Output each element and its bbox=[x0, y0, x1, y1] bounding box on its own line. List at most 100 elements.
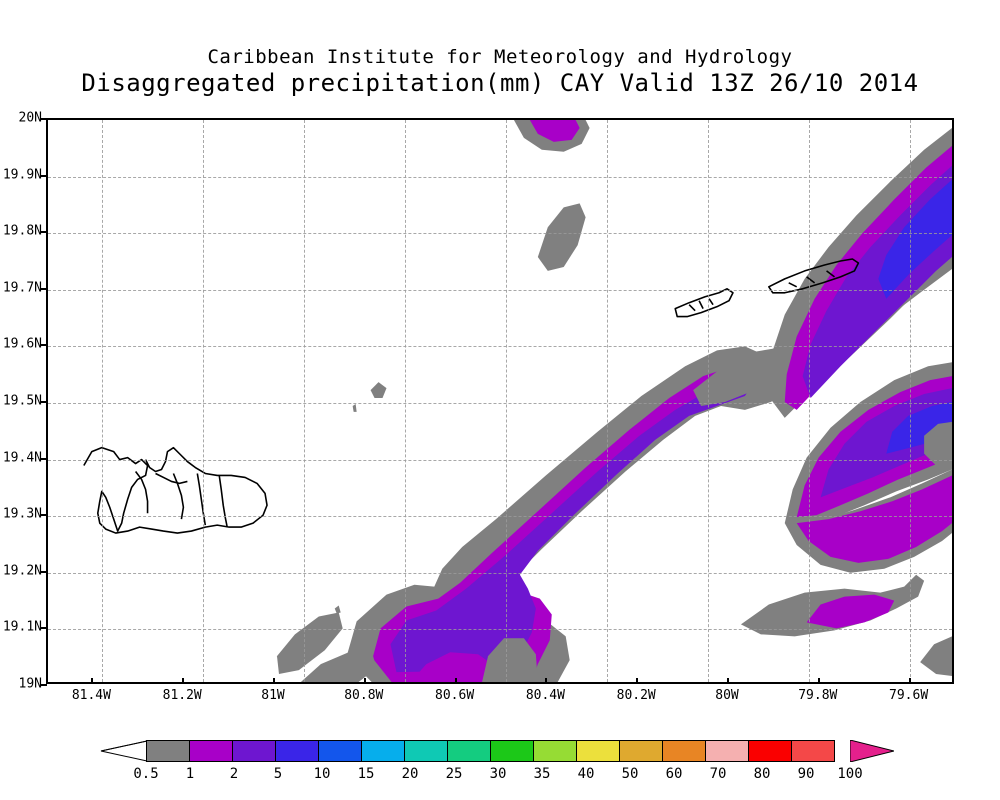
colorbar-band bbox=[318, 740, 362, 762]
precip-patch-sw-2-gray bbox=[300, 652, 377, 682]
y-axis-tick bbox=[40, 570, 47, 573]
x-axis-tick bbox=[91, 678, 94, 684]
colorbar-band bbox=[232, 740, 276, 762]
precip-ne-upper-blue bbox=[878, 179, 952, 299]
y-axis-label: 19.2N bbox=[2, 563, 42, 579]
x-axis-label: 80.6W bbox=[435, 688, 475, 703]
y-axis-tick bbox=[40, 401, 47, 403]
colorbar-tick-label: 20 bbox=[401, 766, 419, 782]
x-axis-label: 81.2W bbox=[162, 688, 202, 703]
y-axis-label: 19N bbox=[18, 676, 42, 692]
map-plot-area[interactable] bbox=[46, 118, 954, 684]
precip-contours bbox=[276, 120, 952, 682]
colorbar-tick-label: 25 bbox=[445, 766, 463, 782]
x-axis-tick bbox=[182, 678, 185, 684]
coastline-little-cayman-inner bbox=[688, 298, 714, 312]
precip-ne-lower-arm-magenta bbox=[796, 475, 952, 563]
y-axis-tick bbox=[40, 174, 47, 177]
x-axis-tick bbox=[363, 678, 366, 684]
colorbar-cells bbox=[146, 740, 850, 762]
colorbar-band bbox=[619, 740, 663, 762]
precip-patch-north-1-magenta bbox=[529, 120, 580, 142]
precip-patch-se-magenta bbox=[806, 594, 895, 629]
precip-tail-lower-magenta bbox=[410, 652, 508, 682]
x-axis-label: 79.8W bbox=[798, 688, 838, 703]
y-axis-label: 19.9N bbox=[2, 167, 42, 183]
y-axis-label: 19.7N bbox=[2, 280, 42, 296]
y-axis-tick bbox=[40, 231, 47, 234]
coastline-grand-cayman-inner-4 bbox=[218, 475, 228, 528]
x-axis-tick bbox=[545, 678, 548, 684]
colorbar-band bbox=[748, 740, 792, 762]
precip-patch-north-2-gray bbox=[537, 203, 586, 271]
colorbar-band bbox=[576, 740, 620, 762]
y-axis-tick bbox=[40, 684, 47, 686]
y-axis-label: 20N bbox=[18, 110, 42, 126]
y-axis-label: 19.1N bbox=[2, 619, 42, 635]
x-axis-label: 81.4W bbox=[71, 688, 111, 703]
y-axis-label: 19.3N bbox=[2, 506, 42, 522]
y-axis-label: 19.5N bbox=[2, 393, 42, 409]
colorbar-band bbox=[189, 740, 233, 762]
y-axis-label: 19.4N bbox=[2, 450, 42, 466]
colorbar-tick-label: 80 bbox=[753, 766, 771, 782]
map-clip-region bbox=[48, 120, 952, 682]
colorbar-tick-label: 1 bbox=[185, 766, 195, 782]
colorbar-tick-label: 100 bbox=[837, 766, 863, 782]
colorbar-tick-label: 35 bbox=[533, 766, 551, 782]
y-axis-label: 19.6N bbox=[2, 336, 42, 352]
x-axis-tick bbox=[817, 678, 820, 684]
x-axis-label: 80W bbox=[715, 688, 739, 703]
precip-patch-bottom-center-gray bbox=[482, 638, 538, 682]
x-axis-label: 81W bbox=[261, 688, 285, 703]
colorbar-band bbox=[275, 740, 319, 762]
colorbar[interactable]: 0.5 1 2 5 10 15 20 25 30 35 40 50 60 70 80 90 100 bbox=[100, 740, 900, 782]
colorbar-band bbox=[146, 740, 190, 762]
colorbar-tick-label: 90 bbox=[797, 766, 815, 782]
precip-ne-lower-blue bbox=[886, 401, 952, 454]
x-axis-tick bbox=[636, 678, 639, 684]
colorbar-tick-label: 0.5 bbox=[133, 766, 159, 782]
colorbar-band bbox=[404, 740, 448, 762]
y-axis-tick bbox=[40, 344, 47, 347]
precip-dot-sw-gray bbox=[334, 605, 341, 614]
colorbar-band bbox=[533, 740, 577, 762]
colorbar-tick-label: 50 bbox=[621, 766, 639, 782]
y-axis-tick bbox=[40, 287, 47, 290]
colorbar-tick-label: 60 bbox=[665, 766, 683, 782]
colorbar-band bbox=[791, 740, 835, 762]
colorbar-tick-label: 70 bbox=[709, 766, 727, 782]
y-axis-tick bbox=[40, 457, 47, 460]
colorbar-band bbox=[705, 740, 749, 762]
coastline-cayman-brac-inner bbox=[788, 270, 835, 288]
colorbar-tick-label: 10 bbox=[313, 766, 331, 782]
precip-band-main-violet bbox=[390, 382, 753, 673]
x-axis-label: 80.4W bbox=[525, 688, 565, 703]
colorbar-tick-label: 40 bbox=[577, 766, 595, 782]
precip-patch-se2-gray bbox=[920, 636, 952, 677]
colorbar-tick-label: 5 bbox=[273, 766, 283, 782]
colorbar-tick-label: 2 bbox=[229, 766, 239, 782]
x-axis-tick bbox=[908, 678, 911, 684]
institute-subtitle: Caribbean Institute for Meteorology and … bbox=[207, 46, 793, 68]
y-axis-label: 19.8N bbox=[2, 223, 42, 239]
colorbar-band bbox=[361, 740, 405, 762]
x-axis-tick bbox=[727, 678, 729, 684]
precip-patch-small-center-gray bbox=[370, 382, 387, 399]
y-axis-tick bbox=[40, 514, 47, 517]
colorbar-tick-label: 30 bbox=[489, 766, 507, 782]
y-axis-tick bbox=[40, 118, 47, 120]
precip-patch-right-edge-gray bbox=[924, 421, 952, 470]
colorbar-tick-label: 15 bbox=[357, 766, 375, 782]
colorbar-below-min-arrow bbox=[100, 740, 148, 762]
coastline-grand-cayman-inner-5 bbox=[134, 471, 149, 514]
precip-mid-right-spur-gray bbox=[693, 348, 787, 406]
x-axis-label: 80.8W bbox=[344, 688, 384, 703]
x-axis-label: 80.2W bbox=[616, 688, 656, 703]
coastline-grand-cayman-inner-2 bbox=[172, 473, 185, 520]
coastline-grand-cayman-inner-3 bbox=[196, 473, 207, 526]
precipitation-field-svg bbox=[83, 120, 952, 682]
precip-dot-center-gray bbox=[352, 403, 357, 412]
x-axis-tick bbox=[273, 678, 275, 684]
